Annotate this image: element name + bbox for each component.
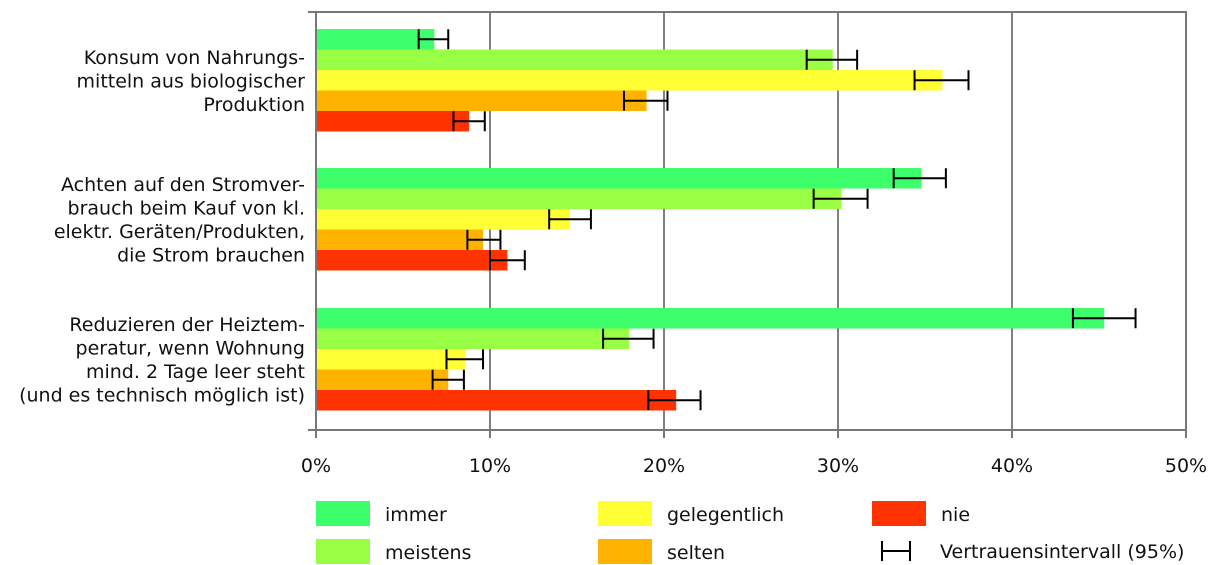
- plot-area-frame: [315, 11, 1187, 431]
- error-bar: [466, 229, 502, 250]
- legend-label: nie: [941, 504, 970, 526]
- legend-item-selten: selten: [598, 539, 725, 564]
- error-bar: [892, 168, 947, 189]
- bar-immer: [316, 168, 922, 189]
- legend: immer meistens gelegentlich selten nie Vertra…: [316, 501, 1184, 564]
- legend-label: meistens: [385, 542, 471, 564]
- legend-item-immer: immer: [316, 501, 447, 526]
- legend-label: gelegentlich: [667, 504, 784, 526]
- x-axis-tick-labels: 0% 10% 20% 30% 40% 50%: [301, 455, 1207, 477]
- bar-meistens: [316, 188, 842, 209]
- bar-immer: [316, 29, 435, 50]
- legend-item-nie: nie: [872, 501, 970, 526]
- legend-swatch: [316, 501, 370, 526]
- bar-gelegentlich: [316, 209, 571, 230]
- category-label: Reduzieren der Heiztem-peratur, wenn Woh…: [19, 314, 305, 407]
- category-labels: Konsum von Nahrungs-mitteln aus biologis…: [19, 47, 305, 407]
- x-tick-label: 30%: [817, 455, 859, 477]
- error-bar: [431, 369, 465, 390]
- error-bar: [647, 390, 702, 411]
- error-bar: [812, 188, 869, 209]
- x-tick-label: 40%: [991, 455, 1033, 477]
- legend-item-gelegentlich: gelegentlich: [598, 501, 784, 526]
- legend-label: immer: [385, 504, 447, 526]
- x-tick-label: 0%: [301, 455, 331, 477]
- bars: [316, 29, 1105, 411]
- bar-immer: [316, 308, 1105, 329]
- bar-selten: [316, 229, 484, 250]
- error-bar: [445, 349, 485, 370]
- x-tick-label: 50%: [1165, 455, 1207, 477]
- error-bar: [548, 209, 592, 230]
- error-bar: [489, 250, 526, 271]
- bar-meistens: [316, 328, 630, 349]
- bar-nie: [316, 390, 677, 411]
- error-bar: [452, 111, 486, 132]
- error-bar: [417, 29, 450, 50]
- legend-item-confidence-interval: Vertrauensintervall (95%): [881, 541, 1184, 563]
- legend-item-meistens: meistens: [316, 539, 471, 564]
- bar-gelegentlich: [316, 70, 943, 91]
- bar-gelegentlich: [316, 349, 466, 370]
- error-bars: [417, 29, 1137, 411]
- error-bar: [1071, 308, 1137, 329]
- category-label: Achten auf den Stromver-brauch beim Kauf…: [54, 174, 305, 267]
- bar-nie: [316, 111, 470, 132]
- legend-swatch: [872, 501, 926, 526]
- bar-nie: [316, 250, 508, 271]
- error-bar: [805, 49, 859, 70]
- x-tick-label: 10%: [469, 455, 511, 477]
- bar-selten: [316, 369, 449, 390]
- legend-swatch: [598, 501, 652, 526]
- category-label: Konsum von Nahrungs-mitteln aus biologis…: [77, 47, 306, 116]
- legend-swatch: [316, 539, 370, 564]
- legend-label: Vertrauensintervall (95%): [940, 541, 1184, 563]
- legend-label: selten: [667, 542, 725, 564]
- legend-swatch: [598, 539, 652, 564]
- bar-meistens: [316, 49, 833, 70]
- error-bar: [602, 328, 655, 349]
- error-bar: [913, 70, 970, 91]
- bar-selten: [316, 90, 647, 111]
- error-bar: [622, 90, 669, 111]
- x-tick-label: 20%: [643, 455, 685, 477]
